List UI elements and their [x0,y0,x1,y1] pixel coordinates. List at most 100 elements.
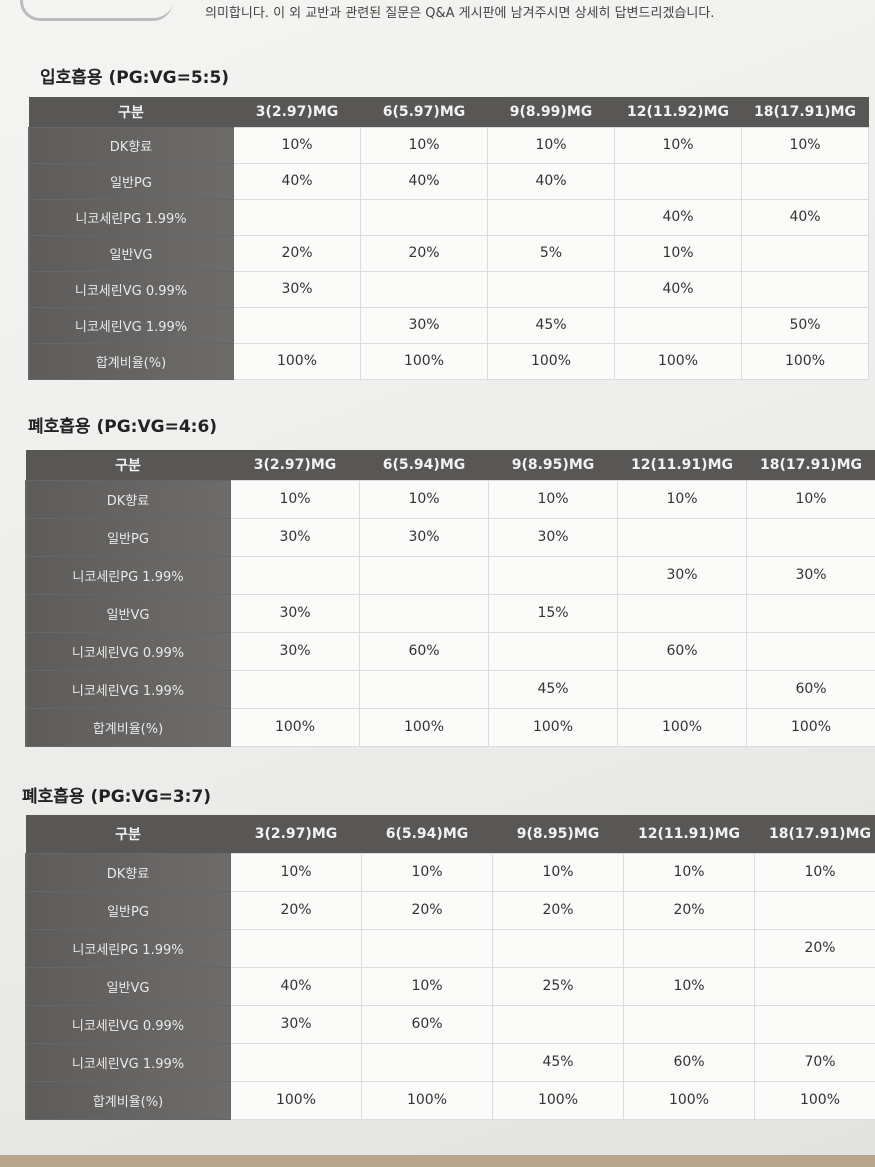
row-label: DK향료 [25,479,231,519]
column-header: 6(5.94)MG [359,450,489,480]
table-cell: 100% [230,707,360,747]
table-cell: 100% [487,342,615,380]
table-cell: 40% [614,270,742,308]
table-cell: 100% [230,1080,362,1120]
table-cell [359,593,489,633]
column-header: 12(11.91)MG [623,815,755,853]
table-cell [361,928,493,968]
row-label: DK향료 [25,852,231,892]
table-cell: 20% [360,234,488,272]
table-cell: 100% [361,1080,493,1120]
table-row: 니코세린VG 1.99% 30% 45% 50% [28,306,869,344]
table-cell: 10% [230,852,362,892]
table-cell: 30% [359,517,489,557]
table-cell: 100% [360,342,488,380]
table-cell: 100% [623,1080,755,1120]
table-cell [741,162,869,200]
table-cell [230,555,360,595]
table-cell [487,270,615,308]
table-cell [233,306,361,344]
section-title: 폐호흡용 (PG:VG=4:6) [28,417,218,437]
table-cell: 40% [614,198,742,236]
row-label: 합계비율(%) [25,1080,231,1120]
row-label: 니코세린PG 1.99% [25,555,231,595]
table-row: 니코세린VG 0.99% 30% 60% [25,1004,875,1044]
table-row: DK향료 10% 10% 10% 10% 10% [25,852,875,892]
table-cell [617,517,747,557]
row-label: 니코세린VG 1.99% [25,669,231,709]
column-header: 9(8.99)MG [487,97,615,127]
table-cell [623,1004,755,1044]
table-row: 일반VG 40% 10% 25% 10% [25,966,875,1006]
header-row: 구분 3(2.97)MG 6(5.94)MG 9(8.95)MG 12(11.91)MG… [25,815,875,853]
table-cell: 30% [230,1004,362,1044]
table-surface [0,1155,875,1167]
column-header: 18(17.91)MG [754,815,875,853]
header-row: 구분 3(2.97)MG 6(5.97)MG 9(8.99)MG 12(11.92)MG… [28,97,869,127]
table-cell [360,198,488,236]
table-cell [488,555,618,595]
table-row: 니코세린VG 0.99% 30% 40% [28,270,869,308]
row-label: 니코세린PG 1.99% [25,928,231,968]
table-cell [614,306,742,344]
data-table: 구분 3(2.97)MG 6(5.94)MG 9(8.95)MG 12(11.91)MG… [25,450,875,747]
table-row: DK향료 10% 10% 10% 10% 10% [25,479,875,519]
table-cell: 30% [488,517,618,557]
table-cell: 10% [741,126,869,164]
table-cell: 100% [746,707,875,747]
table-cell: 40% [487,162,615,200]
row-label: 니코세린VG 0.99% [28,270,234,308]
table-cell: 30% [230,593,360,633]
table-cell [623,928,755,968]
column-header: 18(17.91)MG [746,450,875,480]
table-row: 니코세린PG 1.99% 40% 40% [28,198,869,236]
table-cell: 45% [487,306,615,344]
table-row: 합계비율(%) 100% 100% 100% 100% 100% [25,1080,875,1120]
table-cell: 100% [741,342,869,380]
row-label: 일반VG [25,593,231,633]
table-cell: 10% [360,126,488,164]
table-cell: 100% [233,342,361,380]
column-header: 18(17.91)MG [741,97,869,127]
table-cell [746,517,875,557]
row-label: 일반PG [25,890,231,930]
table-cell: 10% [623,852,755,892]
table-cell: 30% [746,555,875,595]
table-row: 합계비율(%) 100% 100% 100% 100% 100% [28,342,869,380]
row-label: 합계비율(%) [25,707,231,747]
row-label: 니코세린VG 0.99% [25,631,231,671]
table-cell: 30% [360,306,488,344]
column-header: 12(11.92)MG [614,97,742,127]
table-row: 일반VG 30% 15% [25,593,875,633]
table-row: 합계비율(%) 100% 100% 100% 100% 100% [25,707,875,747]
table-cell [492,1004,624,1044]
table-cell [741,234,869,272]
table-cell: 100% [492,1080,624,1120]
table-cell: 100% [359,707,489,747]
table-cell [492,928,624,968]
table-cell: 30% [230,631,360,671]
table-cell [614,162,742,200]
row-label: 합계비율(%) [28,342,234,380]
table-cell: 10% [617,479,747,519]
column-header: 3(2.97)MG [233,97,361,127]
table-row: 일반PG 30% 30% 30% [25,517,875,557]
table-row: 일반PG 20% 20% 20% 20% [25,890,875,930]
table-cell: 60% [359,631,489,671]
table-cell: 60% [617,631,747,671]
table-cell [360,270,488,308]
row-label: 일반VG [28,234,234,272]
row-label: 니코세린VG 1.99% [25,1042,231,1082]
table-cell: 10% [487,126,615,164]
table-cell: 20% [623,890,755,930]
table-cell [754,890,875,930]
table-cell: 5% [487,234,615,272]
table-cell: 10% [361,966,493,1006]
table-cell: 60% [623,1042,755,1082]
row-label: 일반PG [25,517,231,557]
table-cell: 10% [233,126,361,164]
table-cell [754,966,875,1006]
table-cell: 20% [230,890,362,930]
row-label: 일반VG [25,966,231,1006]
table-cell [359,669,489,709]
